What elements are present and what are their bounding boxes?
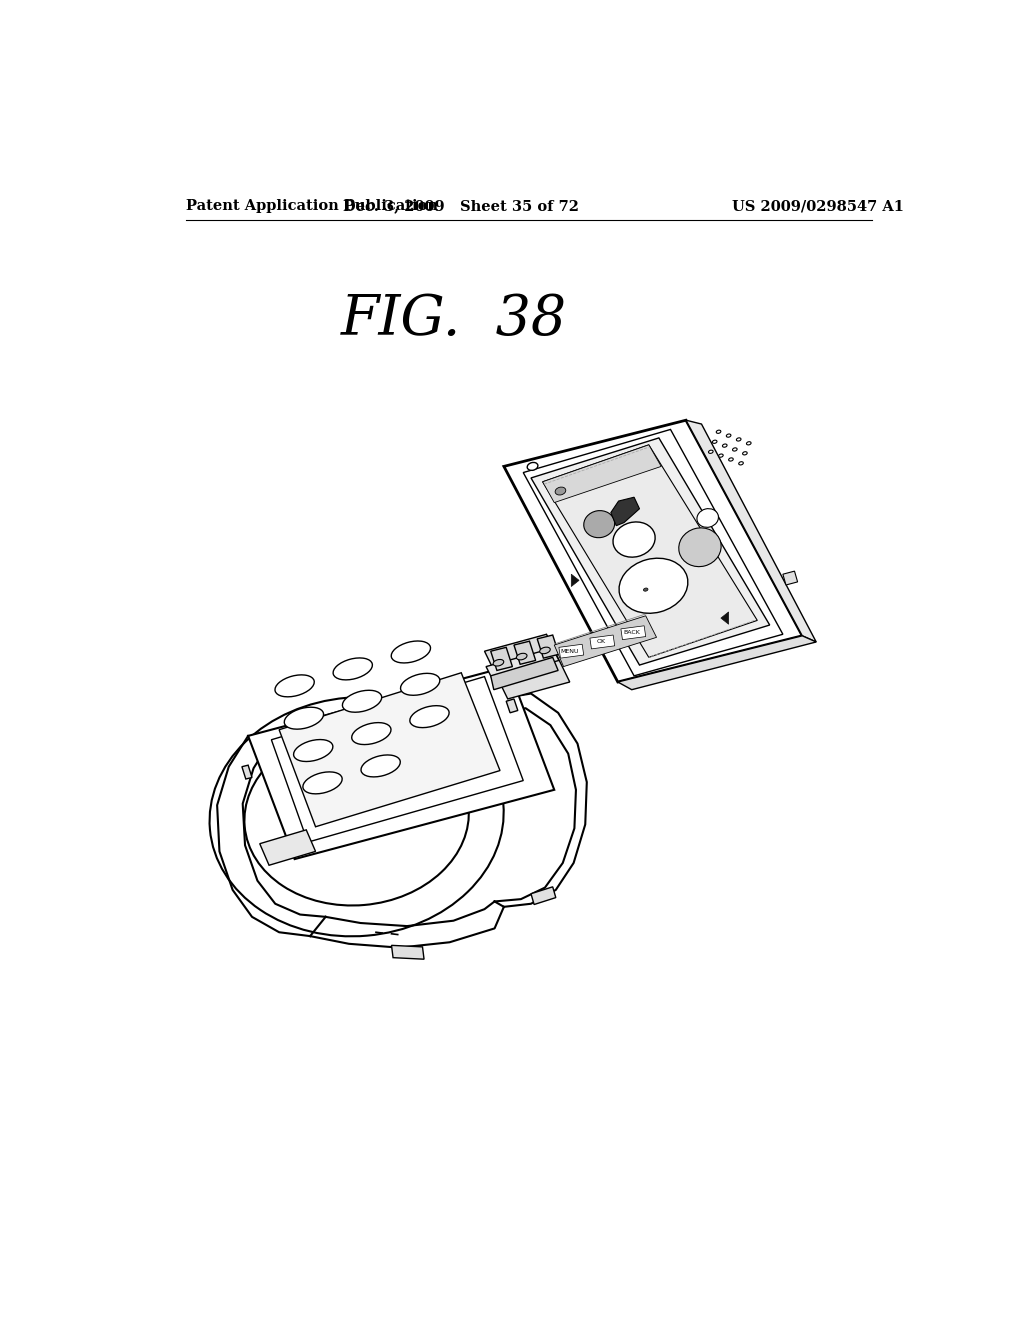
Polygon shape (621, 626, 646, 640)
Polygon shape (506, 700, 518, 713)
Ellipse shape (742, 451, 748, 455)
Ellipse shape (361, 755, 400, 777)
Ellipse shape (540, 647, 550, 653)
Polygon shape (617, 636, 816, 689)
Polygon shape (543, 445, 758, 657)
Ellipse shape (351, 722, 391, 744)
Polygon shape (280, 673, 500, 826)
Ellipse shape (620, 558, 688, 614)
Ellipse shape (527, 462, 538, 470)
Polygon shape (531, 887, 556, 904)
Ellipse shape (245, 729, 469, 906)
Ellipse shape (723, 444, 727, 447)
Ellipse shape (410, 706, 450, 727)
Ellipse shape (697, 508, 719, 528)
Ellipse shape (516, 653, 527, 660)
Ellipse shape (555, 487, 566, 495)
Polygon shape (686, 420, 816, 642)
Polygon shape (554, 615, 656, 667)
Ellipse shape (726, 434, 731, 437)
Ellipse shape (613, 521, 655, 557)
Ellipse shape (494, 660, 504, 667)
Polygon shape (523, 429, 783, 676)
Ellipse shape (732, 447, 737, 451)
Polygon shape (391, 945, 424, 960)
Polygon shape (538, 635, 559, 659)
Ellipse shape (713, 440, 717, 444)
Text: US 2009/0298547 A1: US 2009/0298547 A1 (732, 199, 904, 213)
Polygon shape (242, 766, 252, 779)
Polygon shape (783, 572, 798, 585)
Ellipse shape (400, 673, 440, 696)
Polygon shape (490, 657, 558, 689)
Ellipse shape (333, 657, 373, 680)
Polygon shape (611, 498, 640, 525)
Ellipse shape (736, 438, 741, 441)
Ellipse shape (643, 587, 648, 591)
Ellipse shape (391, 642, 430, 663)
Ellipse shape (679, 528, 721, 566)
Polygon shape (590, 635, 614, 649)
Ellipse shape (729, 458, 733, 461)
Polygon shape (531, 438, 770, 665)
Ellipse shape (719, 454, 723, 457)
Polygon shape (490, 647, 512, 671)
Text: BACK: BACK (624, 630, 640, 635)
Ellipse shape (584, 511, 614, 537)
Text: MENU: MENU (560, 648, 579, 653)
Polygon shape (486, 648, 559, 678)
Text: FIG.  38: FIG. 38 (340, 293, 566, 347)
Polygon shape (721, 612, 729, 624)
Polygon shape (504, 420, 802, 682)
Ellipse shape (285, 708, 324, 729)
Polygon shape (248, 667, 554, 859)
Polygon shape (514, 642, 536, 664)
Ellipse shape (303, 772, 342, 793)
Text: OK: OK (596, 639, 605, 644)
Ellipse shape (746, 442, 751, 445)
Polygon shape (484, 635, 569, 700)
Polygon shape (543, 445, 662, 503)
Ellipse shape (709, 450, 713, 453)
Polygon shape (271, 677, 523, 842)
Text: Dec. 3, 2009   Sheet 35 of 72: Dec. 3, 2009 Sheet 35 of 72 (343, 199, 580, 213)
Ellipse shape (738, 462, 743, 465)
Polygon shape (571, 574, 579, 586)
Polygon shape (559, 644, 584, 659)
Polygon shape (260, 830, 315, 866)
Ellipse shape (342, 690, 382, 713)
Ellipse shape (275, 675, 314, 697)
Ellipse shape (716, 430, 721, 433)
Ellipse shape (294, 739, 333, 762)
Ellipse shape (210, 697, 504, 936)
Text: Patent Application Publication: Patent Application Publication (186, 199, 438, 213)
